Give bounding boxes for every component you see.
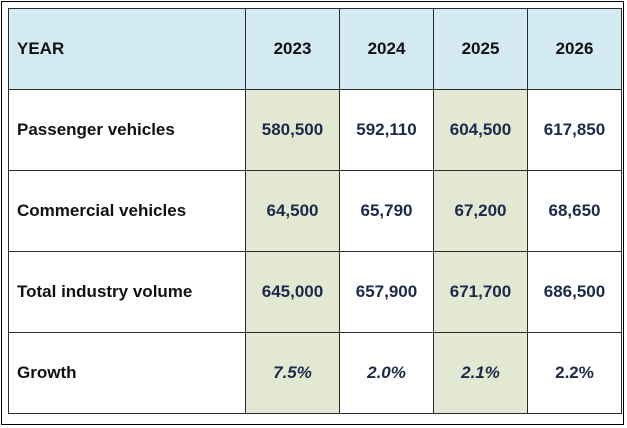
header-year-label: YEAR bbox=[8, 8, 246, 90]
row-label: Growth bbox=[8, 332, 246, 414]
table-cell: 592,110 bbox=[339, 89, 434, 171]
table-row: Total industry volume 645,000 657,900 67… bbox=[8, 251, 622, 333]
table-row: Commercial vehicles 64,500 65,790 67,200… bbox=[8, 170, 622, 252]
table-row: Growth 7.5% 2.0% 2.1% 2.2% bbox=[8, 332, 622, 414]
table-cell: 657,900 bbox=[339, 251, 434, 333]
table-cell: 2.1% bbox=[433, 332, 528, 414]
table-cell: 604,500 bbox=[433, 89, 528, 171]
table-row: Passenger vehicles 580,500 592,110 604,5… bbox=[8, 89, 622, 171]
vehicle-volume-table: YEAR 2023 2024 2025 2026 Passenger vehic… bbox=[8, 8, 622, 414]
table-cell: 686,500 bbox=[527, 251, 622, 333]
row-label: Total industry volume bbox=[8, 251, 246, 333]
table-cell: 645,000 bbox=[245, 251, 340, 333]
table-cell: 2.2% bbox=[527, 332, 622, 414]
table-cell: 65,790 bbox=[339, 170, 434, 252]
table-cell: 64,500 bbox=[245, 170, 340, 252]
table-cell: 7.5% bbox=[245, 332, 340, 414]
header-year-2024: 2024 bbox=[339, 8, 434, 90]
table-cell: 2.0% bbox=[339, 332, 434, 414]
table-cell: 67,200 bbox=[433, 170, 528, 252]
table-cell: 617,850 bbox=[527, 89, 622, 171]
header-row: YEAR 2023 2024 2025 2026 bbox=[8, 8, 622, 90]
header-year-2026: 2026 bbox=[527, 8, 622, 90]
header-year-2023: 2023 bbox=[245, 8, 340, 90]
table-cell: 671,700 bbox=[433, 251, 528, 333]
table-cell: 580,500 bbox=[245, 89, 340, 171]
row-label: Passenger vehicles bbox=[8, 89, 246, 171]
header-year-2025: 2025 bbox=[433, 8, 528, 90]
table-cell: 68,650 bbox=[527, 170, 622, 252]
row-label: Commercial vehicles bbox=[8, 170, 246, 252]
